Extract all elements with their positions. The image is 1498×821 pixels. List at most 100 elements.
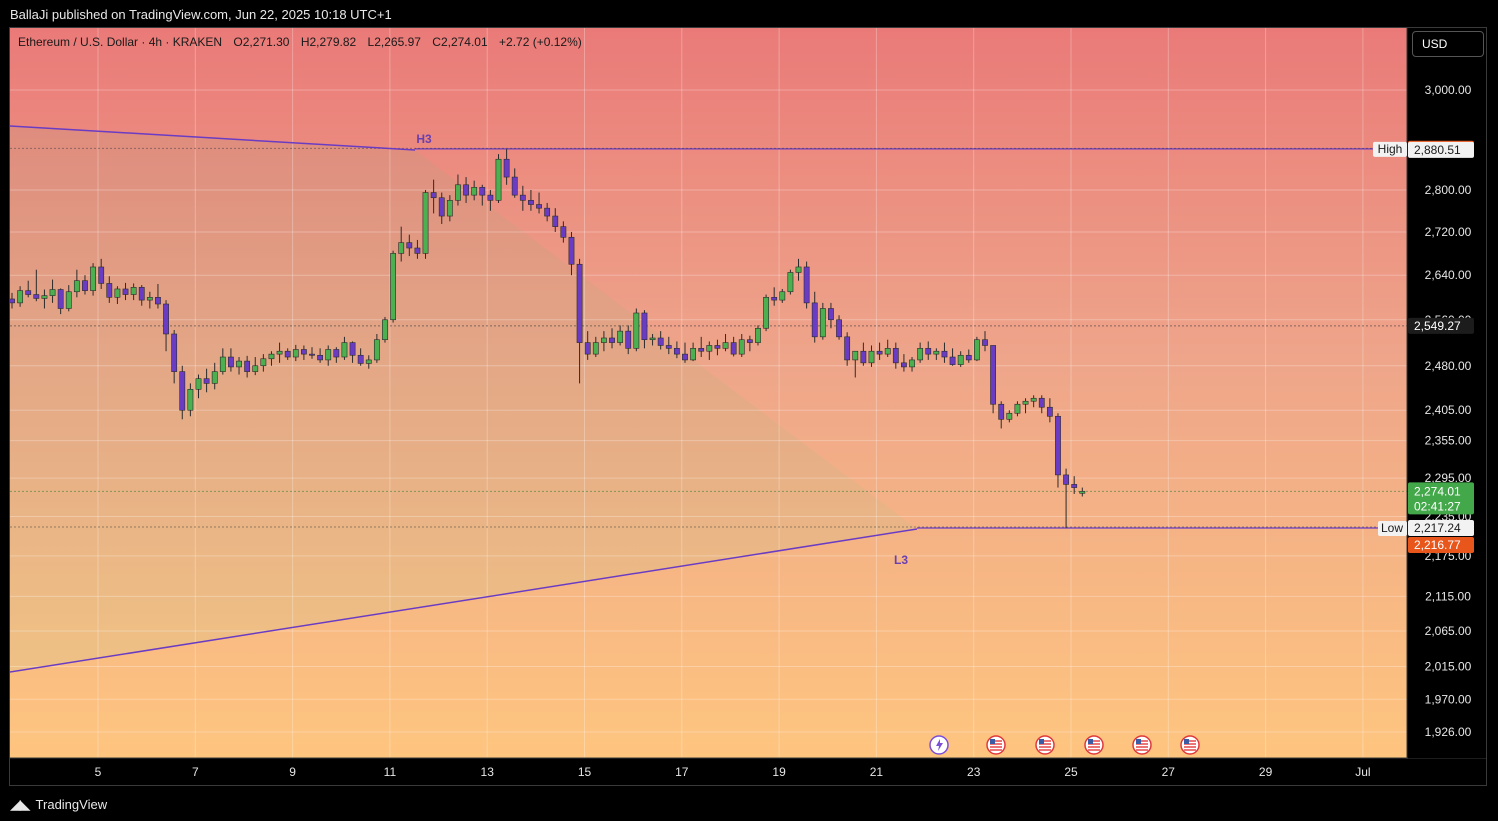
candle-body	[1063, 474, 1069, 485]
candle-body	[795, 266, 802, 273]
candle-body	[1022, 400, 1029, 405]
time-axis[interactable]: 5 7 9 11 13 15 17 19 21 23 25 27 29 Jul	[95, 765, 1371, 779]
time-tick-label: 25	[1064, 765, 1078, 779]
candle-body	[771, 297, 778, 301]
candle-body	[1030, 397, 1037, 402]
us-flag-event-icon	[1084, 735, 1104, 755]
high-line-label-bg	[1408, 141, 1474, 158]
candle-body	[998, 403, 1005, 420]
time-tick-label: 13	[481, 765, 495, 779]
candle-body	[495, 158, 502, 201]
candle-body	[65, 291, 72, 309]
candle-body	[511, 176, 518, 196]
candle-body	[179, 371, 186, 411]
candle-body	[957, 354, 964, 365]
candle-body	[528, 200, 534, 205]
price-tick-label: 1,926.00	[1425, 725, 1472, 739]
candle-body	[300, 349, 307, 355]
candle-body	[536, 204, 542, 209]
us-flag-event-icon	[1180, 735, 1200, 755]
candle-body	[268, 353, 275, 360]
price-tick-label: 2,640.00	[1425, 268, 1472, 282]
price-tick-label: 2,065.00	[1425, 624, 1472, 638]
candle-body	[665, 345, 672, 349]
low-marker-label: 2,216.77	[1414, 538, 1461, 552]
candle-body	[552, 215, 559, 227]
candle-body	[592, 342, 599, 355]
price-tick-label: 2,355.00	[1425, 434, 1472, 448]
candle-body	[714, 345, 721, 349]
candle-body	[309, 353, 315, 356]
candle-body	[868, 350, 875, 364]
candle-body	[455, 184, 461, 201]
time-tick-label: 7	[192, 765, 199, 779]
candle-body	[373, 339, 380, 361]
candle-body	[787, 272, 794, 293]
candle-body	[219, 356, 226, 372]
candle-body	[155, 297, 161, 305]
candle-body	[430, 192, 437, 199]
candle-body	[584, 342, 591, 355]
candle-body	[763, 297, 769, 329]
candle-body	[544, 207, 551, 217]
legend-high: H2,279.82	[301, 35, 357, 49]
candle-body	[98, 266, 105, 284]
candle-body	[244, 360, 251, 372]
event-markers[interactable]	[929, 735, 1200, 755]
candle-body	[649, 337, 656, 341]
candle-body	[982, 339, 988, 346]
candle-body	[892, 348, 899, 364]
candle-body	[236, 360, 242, 368]
candle-body	[1079, 491, 1086, 494]
candle-body	[252, 365, 259, 372]
candle-body	[398, 242, 405, 254]
time-tick-label: Jul	[1355, 765, 1370, 779]
candle-body	[738, 339, 745, 355]
candle-body	[1014, 403, 1021, 414]
candle-body	[925, 348, 932, 355]
candle-body	[973, 339, 980, 361]
grid	[10, 28, 1407, 758]
low-line-label: 2,217.24	[1414, 521, 1461, 535]
candle-body	[1055, 415, 1061, 476]
candle-body	[260, 358, 267, 367]
flag-canton	[990, 739, 995, 744]
footer-brand-text: TradingView	[35, 797, 108, 812]
candle-body	[130, 287, 137, 295]
currency-selector[interactable]: USD	[1412, 31, 1484, 57]
time-tick-label: 19	[772, 765, 786, 779]
price-labels: 2,880.852,880.51High2,549.272,274.0102:4…	[1373, 140, 1474, 554]
price-tick-label: 2,295.00	[1425, 471, 1472, 485]
candle-body	[17, 290, 24, 304]
price-axis-bg	[1408, 28, 1486, 758]
price-axis[interactable]: 3,000.002,800.002,720.002,640.002,560.00…	[1425, 83, 1472, 739]
candle-body	[852, 350, 859, 361]
h3-label: H3	[416, 132, 432, 146]
candle-body	[463, 184, 469, 196]
candle-body	[41, 295, 48, 299]
candle-body	[228, 356, 234, 368]
legend-close: C2,274.01	[432, 35, 488, 49]
flag-canton	[1039, 739, 1044, 744]
price-tick-label: 2,800.00	[1425, 183, 1472, 197]
time-tick-label: 23	[967, 765, 981, 779]
price-chart[interactable]: 3,000.002,800.002,720.002,640.002,560.00…	[10, 28, 1486, 785]
candle-body	[146, 297, 153, 301]
level-line-label: 2,549.27	[1414, 319, 1461, 333]
candle-body	[390, 253, 396, 321]
candle-body	[446, 200, 453, 217]
candle-body	[779, 291, 786, 301]
high-line-label: 2,880.51	[1414, 143, 1461, 157]
candle-body	[138, 287, 145, 301]
candle-body	[276, 350, 283, 355]
candle-body	[90, 266, 96, 291]
candle-body	[1071, 484, 1078, 488]
candle-body	[811, 302, 818, 338]
candle-body	[844, 336, 851, 361]
candle-body	[828, 308, 834, 321]
price-tick-label: 3,000.00	[1425, 83, 1472, 97]
candle-body	[406, 242, 413, 249]
candle-body	[682, 353, 688, 361]
candle-body	[487, 194, 494, 201]
candle-body	[625, 330, 632, 349]
